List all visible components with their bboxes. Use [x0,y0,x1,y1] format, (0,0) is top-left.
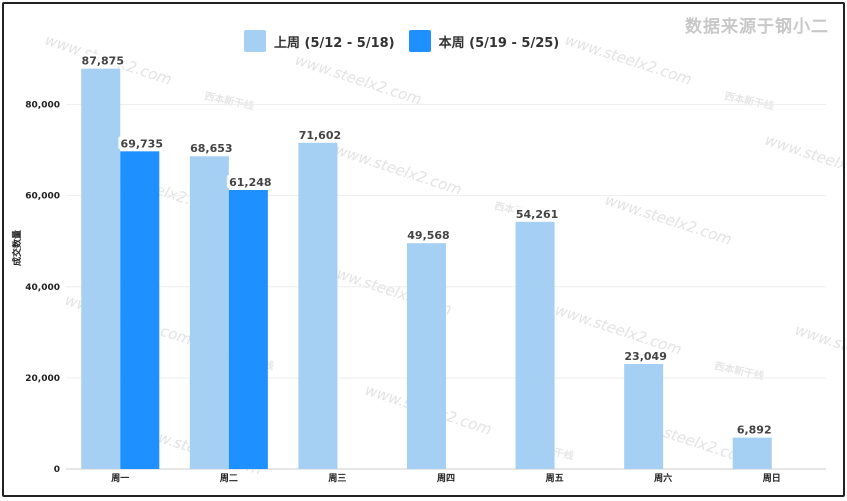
x-tick-label: 周一 [111,473,129,484]
bar-last-week [732,437,772,469]
data-label-background [296,127,344,141]
bar-last-week [189,156,229,470]
watermark-text: www.steelx2.com [763,131,843,189]
x-tick-label: 周三 [328,473,346,484]
bar-last-week [407,243,446,469]
data-label-last-week: 23,049 [624,350,666,363]
data-label-last-week: 49,568 [407,229,449,242]
y-tick-label: 40,000 [25,283,60,293]
bar-last-week [81,68,121,470]
watermark-text: www.steelx2.com [293,51,424,109]
legend-label-last-week: 上周 (5/12 - 5/18) [274,35,395,51]
x-tick-label: 周日 [763,473,781,484]
data-label-background [118,136,166,150]
y-tick-label: 60,000 [25,192,60,202]
data-label-background [226,174,274,188]
data-label-background [622,348,670,362]
data-label-last-week: 71,602 [299,129,341,142]
x-tick-label: 周二 [220,473,238,484]
watermark-text: www.steelx2.com [793,321,843,379]
data-label-background [405,228,452,242]
bar-last-week [624,363,664,469]
bar-last-week [515,221,555,469]
data-label-last-week: 87,875 [82,55,124,68]
data-label-background [730,422,778,436]
x-tick-label: 周五 [546,473,564,484]
watermark-logo-text: 西本新干线 [723,89,775,112]
data-source-label: 数据来源于钢小二 [685,17,829,37]
bar-this-week [120,151,160,469]
watermark-logo-text: 西本新干线 [713,359,765,382]
data-label-last-week: 54,261 [516,208,558,221]
legend-swatch-last-week [244,30,266,52]
x-tick-label: 周四 [437,473,455,484]
data-label-background [79,53,127,67]
y-tick-label: 80,000 [25,101,60,111]
bar-this-week [228,189,268,470]
data-label-background [513,206,561,220]
watermark-text: www.steelx2.com [333,141,464,199]
chart-legend: 上周 (5/12 - 5/18) 本周 (5/19 - 5/25) [244,30,559,52]
data-label-last-week: 68,653 [190,142,232,155]
y-tick-label: 20,000 [25,374,60,384]
legend-swatch-this-week [408,30,431,52]
watermark-text: www.steelx2.com [603,191,734,249]
watermark-text: www.steelx2.com [563,31,694,89]
watermark-logo-text: 西本新干线 [203,89,255,112]
data-label-background [187,141,235,155]
y-tick-label: 0 [54,465,60,475]
data-label-this-week: 69,735 [121,137,163,150]
legend-item-this-week[interactable]: 本周 (5/19 - 5/25) [408,30,560,52]
data-label-last-week: 6,892 [737,424,772,437]
bar-last-week [298,142,338,469]
x-tick-label: 周六 [654,472,672,484]
legend-item-last-week[interactable]: 上周 (5/12 - 5/18) [244,30,395,52]
data-label-this-week: 61,248 [229,176,271,189]
legend-label-this-week: 本周 (5/19 - 5/25) [438,35,560,51]
bar-chart: www.steelx2.com 西本新干线 www.steelx2.com www.s… [25,31,843,484]
